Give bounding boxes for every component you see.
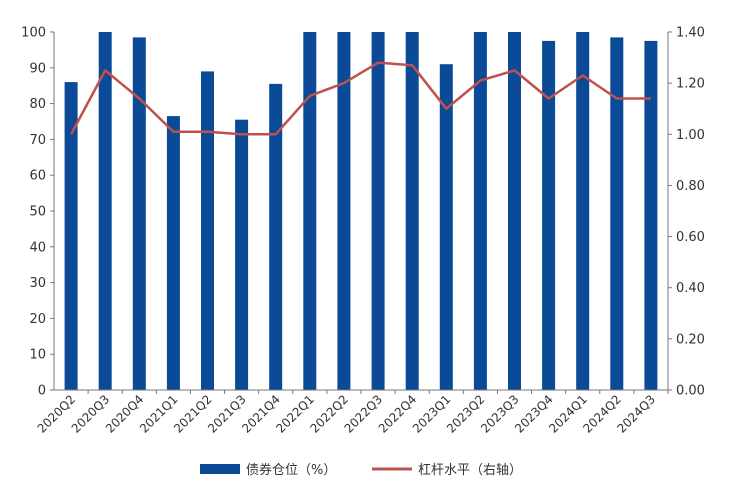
- right-tick-label: 0.40: [676, 281, 705, 296]
- bar-2021Q3: [235, 119, 249, 390]
- category-label: 2024Q3: [614, 392, 658, 436]
- left-tick-label: 30: [29, 276, 46, 291]
- right-axis-ticks: 0.00 0.20 0.40 0.60 0.80 1.00 1.20 1.40: [668, 26, 705, 399]
- right-tick-label: 1.00: [676, 128, 705, 143]
- bar-2023Q4: [542, 40, 556, 391]
- bar-series: [64, 32, 658, 391]
- right-tick-label: 0.00: [676, 384, 705, 399]
- legend: 债券仓位（%） 杠杆水平（右轴）: [200, 462, 522, 478]
- left-axis-ticks: 0 10 20 30 40 50 60 70 80 90 100: [21, 26, 54, 399]
- right-tick-label: 0.20: [676, 332, 705, 347]
- bar-2021Q1: [166, 116, 180, 390]
- legend-bar-label: 债券仓位（%）: [246, 462, 336, 478]
- left-tick-label: 10: [29, 348, 46, 363]
- bar-2022Q3: [371, 32, 385, 390]
- left-tick-label: 50: [29, 205, 46, 220]
- left-tick-label: 90: [29, 61, 46, 76]
- bar-2020Q3: [98, 32, 112, 390]
- leverage-line: [69, 61, 651, 136]
- bar-2021Q4: [269, 83, 283, 391]
- bar-2020Q2: [64, 82, 78, 390]
- right-tick-label: 0.80: [676, 179, 705, 194]
- bar-2023Q1: [439, 64, 453, 390]
- left-tick-label: 20: [29, 312, 46, 327]
- bar-2020Q4: [132, 37, 146, 391]
- left-tick-label: 100: [21, 26, 46, 41]
- left-tick-label: 70: [29, 133, 46, 148]
- bar-2023Q3: [508, 32, 521, 390]
- legend-line-label: 杠杆水平（右轴）: [418, 462, 522, 478]
- bar-2022Q2: [337, 32, 351, 390]
- bar-2024Q2: [610, 37, 624, 391]
- left-tick-label: 40: [29, 240, 46, 255]
- right-tick-label: 1.40: [676, 26, 705, 41]
- legend-bar-swatch: [200, 464, 240, 474]
- left-tick-label: 0: [38, 384, 46, 399]
- bar-2022Q1: [303, 32, 317, 390]
- left-tick-label: 60: [29, 169, 46, 184]
- bar-2024Q1: [576, 32, 590, 390]
- right-tick-label: 1.20: [676, 77, 705, 92]
- left-tick-label: 80: [29, 97, 46, 112]
- bar-2022Q4: [405, 32, 419, 390]
- bar-2023Q2: [473, 32, 487, 390]
- bar-2021Q2: [201, 71, 214, 391]
- axes: [53, 32, 669, 391]
- right-tick-label: 0.60: [676, 230, 705, 245]
- bar-2024Q3: [644, 40, 658, 391]
- category-labels: 2020Q22020Q32020Q42021Q12021Q22021Q32021…: [35, 390, 669, 436]
